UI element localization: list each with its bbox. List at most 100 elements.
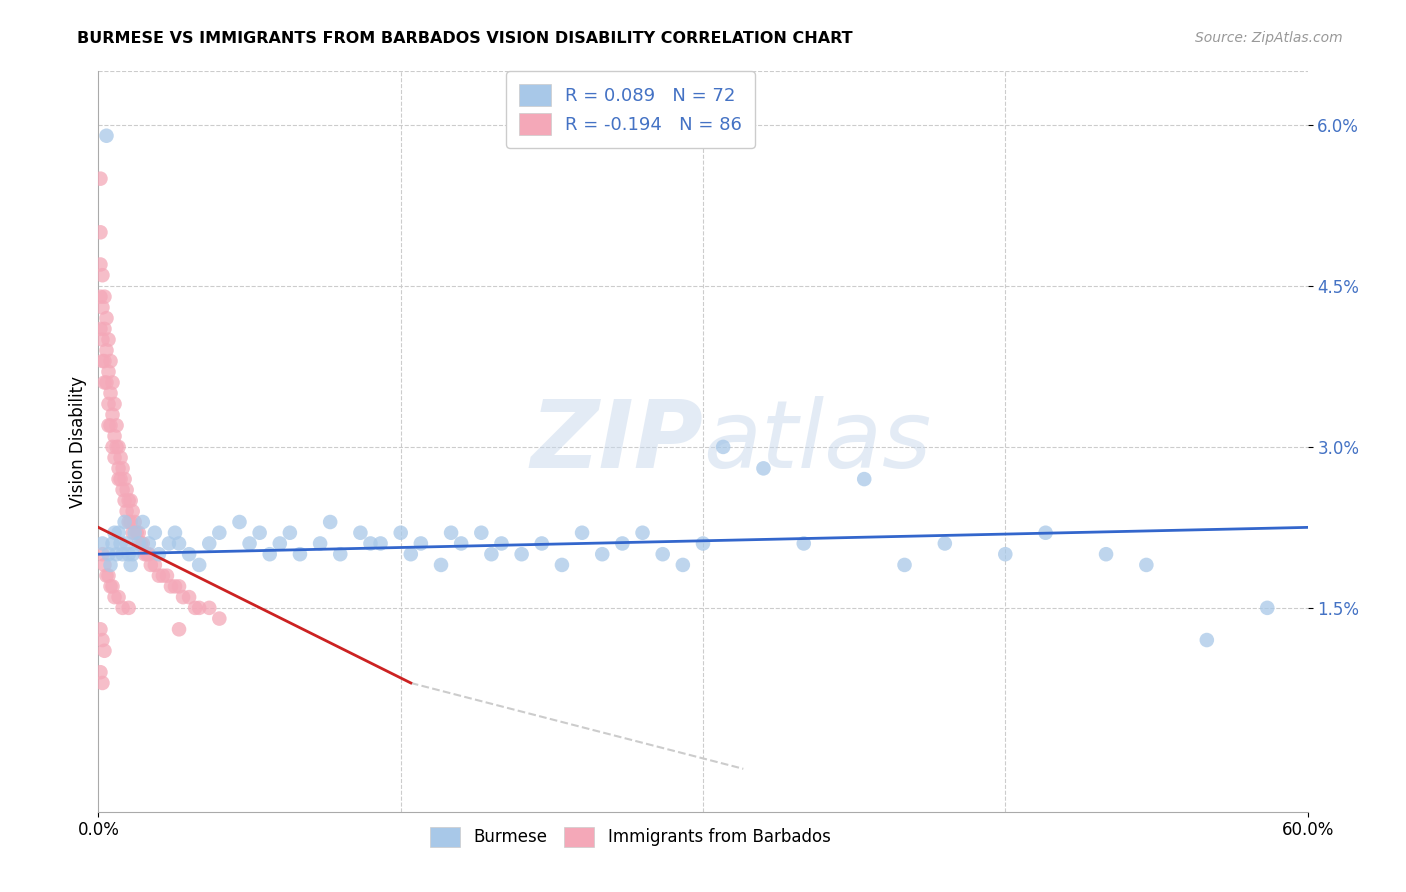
Point	[450, 536, 472, 550]
Point	[651, 547, 673, 561]
Point	[269, 536, 291, 550]
Point	[172, 590, 194, 604]
Point	[198, 536, 221, 550]
Point	[1256, 600, 1278, 615]
Point	[105, 547, 128, 561]
Point	[103, 590, 125, 604]
Point	[208, 525, 231, 540]
Point	[91, 354, 114, 368]
Point	[120, 558, 142, 572]
Point	[389, 525, 412, 540]
Point	[97, 418, 120, 433]
Point	[114, 472, 136, 486]
Point	[510, 547, 533, 561]
Point	[370, 536, 392, 550]
Point	[228, 515, 250, 529]
Point	[793, 536, 815, 550]
Point	[89, 290, 111, 304]
Point	[128, 525, 150, 540]
Point	[148, 568, 170, 582]
Point	[93, 558, 115, 572]
Point	[118, 600, 141, 615]
Point	[91, 633, 114, 648]
Point	[853, 472, 876, 486]
Point	[124, 525, 146, 540]
Point	[93, 354, 115, 368]
Point	[125, 525, 148, 540]
Point	[105, 440, 128, 454]
Point	[612, 536, 634, 550]
Point	[994, 547, 1017, 561]
Point	[132, 515, 155, 529]
Point	[96, 311, 118, 326]
Point	[97, 365, 120, 379]
Point	[470, 525, 492, 540]
Point	[692, 536, 714, 550]
Text: ZIP: ZIP	[530, 395, 703, 488]
Point	[100, 354, 122, 368]
Point	[89, 322, 111, 336]
Point	[152, 568, 174, 582]
Point	[89, 623, 111, 637]
Point	[1195, 633, 1218, 648]
Point	[121, 504, 143, 518]
Point	[167, 623, 190, 637]
Point	[135, 547, 157, 561]
Point	[134, 547, 156, 561]
Point	[101, 536, 124, 550]
Point	[110, 450, 132, 465]
Point	[143, 558, 166, 572]
Point	[329, 547, 352, 561]
Point	[100, 418, 122, 433]
Point	[97, 547, 120, 561]
Text: BURMESE VS IMMIGRANTS FROM BARBADOS VISION DISABILITY CORRELATION CHART: BURMESE VS IMMIGRANTS FROM BARBADOS VISI…	[77, 31, 853, 46]
Point	[115, 536, 138, 550]
Point	[530, 536, 553, 550]
Point	[89, 258, 111, 272]
Point	[893, 558, 915, 572]
Point	[120, 493, 142, 508]
Point	[184, 600, 207, 615]
Point	[110, 472, 132, 486]
Point	[156, 568, 179, 582]
Text: Source: ZipAtlas.com: Source: ZipAtlas.com	[1195, 31, 1343, 45]
Point	[103, 429, 125, 443]
Point	[100, 386, 122, 401]
Point	[349, 525, 371, 540]
Point	[107, 461, 129, 475]
Point	[138, 536, 160, 550]
Point	[107, 590, 129, 604]
Point	[107, 472, 129, 486]
Point	[111, 461, 134, 475]
Point	[118, 515, 141, 529]
Point	[110, 536, 132, 550]
Point	[103, 450, 125, 465]
Point	[91, 547, 114, 561]
Point	[100, 558, 122, 572]
Point	[148, 547, 170, 561]
Point	[96, 343, 118, 358]
Point	[93, 644, 115, 658]
Point	[91, 301, 114, 315]
Point	[672, 558, 695, 572]
Legend: Burmese, Immigrants from Barbados: Burmese, Immigrants from Barbados	[422, 818, 839, 855]
Point	[96, 128, 118, 143]
Point	[114, 493, 136, 508]
Point	[309, 536, 332, 550]
Point	[160, 579, 183, 593]
Point	[101, 376, 124, 390]
Point	[239, 536, 262, 550]
Point	[89, 665, 111, 680]
Text: atlas: atlas	[703, 396, 931, 487]
Point	[103, 525, 125, 540]
Point	[481, 547, 503, 561]
Point	[128, 536, 150, 550]
Point	[129, 536, 152, 550]
Point	[1095, 547, 1118, 561]
Point	[97, 568, 120, 582]
Point	[100, 579, 122, 593]
Point	[107, 525, 129, 540]
Point	[91, 268, 114, 283]
Point	[115, 504, 138, 518]
Point	[208, 611, 231, 625]
